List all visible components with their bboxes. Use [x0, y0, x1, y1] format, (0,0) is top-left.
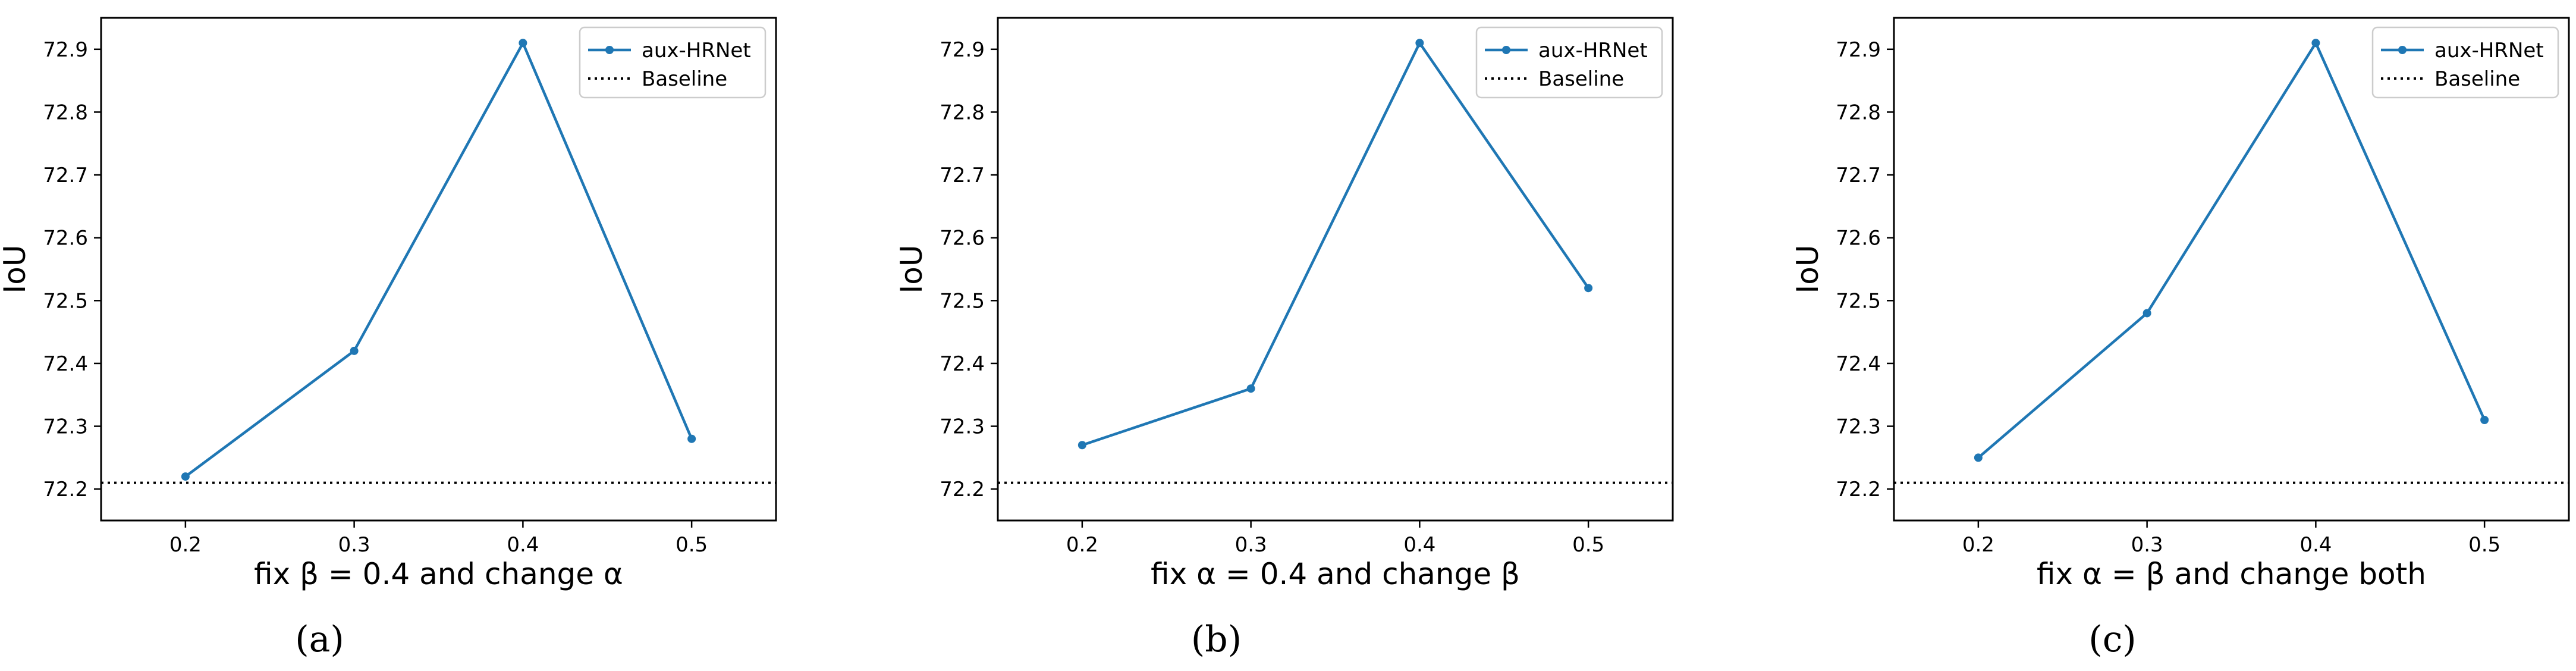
y-tick-label: 72.6 — [940, 227, 985, 250]
y-tick-label: 72.7 — [940, 164, 985, 187]
y-tick-label: 72.2 — [43, 478, 88, 501]
y-tick-label: 72.4 — [43, 352, 88, 376]
y-tick-label: 72.8 — [43, 101, 88, 124]
data-point — [2311, 39, 2320, 48]
x-axis-label: fix β = 0.4 and change α — [254, 557, 623, 591]
x-tick-label: 0.2 — [169, 533, 202, 557]
panel-label: (c) — [2088, 619, 2136, 660]
y-tick-label: 72.2 — [940, 478, 985, 501]
legend-label-baseline: Baseline — [2434, 67, 2520, 91]
y-tick-label: 72.3 — [1836, 415, 1881, 439]
y-tick-label: 72.9 — [940, 38, 985, 62]
legend-box — [579, 26, 766, 99]
y-tick-label: 72.5 — [43, 289, 88, 313]
chart-panel-1: 0.2 0.3 0.4 0.5 72.2 72.3 72.4 72.5 72.6 72.7 72.8… — [0, 17, 777, 660]
series-line-aux-hrnet — [1082, 42, 1589, 447]
data-point — [1974, 453, 1983, 462]
x-tick-label: 0.4 — [2299, 533, 2332, 557]
legend: aux-HRNet Baseline — [1475, 26, 1663, 99]
legend-box — [2371, 26, 2559, 99]
y-tick-label: 72.2 — [1836, 478, 1881, 501]
x-tick-label: 0.3 — [338, 533, 370, 557]
legend: aux-HRNet Baseline — [2371, 26, 2559, 99]
legend-label-baseline: Baseline — [642, 67, 727, 91]
y-tick-label: 72.9 — [1836, 38, 1881, 62]
panel-label: (a) — [295, 619, 344, 660]
y-tick-label: 72.3 — [43, 415, 88, 439]
x-tick-label: 0.3 — [1235, 533, 1267, 557]
x-tick-label: 0.2 — [1962, 533, 1994, 557]
y-axis-label: IoU — [0, 245, 32, 294]
y-tick-label: 72.8 — [940, 101, 985, 124]
legend-label-aux-hrnet: aux-HRNet — [2434, 39, 2544, 62]
series-line-aux-hrnet — [1977, 42, 2486, 459]
y-tick-label: 72.4 — [940, 352, 985, 376]
data-point — [2143, 309, 2151, 318]
legend-marker — [1502, 46, 1510, 54]
x-tick-label: 0.3 — [2131, 533, 2163, 557]
series-line-aux-hrnet — [184, 42, 693, 478]
x-tick-label: 0.5 — [2468, 533, 2500, 557]
y-tick-label: 72.5 — [940, 289, 985, 313]
y-tick-label: 72.8 — [1836, 101, 1881, 124]
y-tick-label: 72.7 — [43, 164, 88, 187]
x-axis-label: fix α = β and change both — [2037, 557, 2426, 591]
y-axis-label: IoU — [1790, 245, 1825, 294]
legend-label-baseline: Baseline — [1538, 67, 1624, 91]
y-tick-label: 72.9 — [43, 38, 88, 62]
x-tick-label: 0.4 — [507, 533, 539, 557]
legend-box — [1475, 26, 1663, 99]
legend-label-aux-hrnet: aux-HRNet — [642, 39, 751, 62]
axes-frame — [997, 17, 1674, 522]
legend-marker — [2398, 46, 2407, 54]
legend-marker — [605, 46, 614, 54]
data-point — [1246, 384, 1255, 393]
data-point — [181, 472, 190, 481]
y-tick-label: 72.6 — [43, 227, 88, 250]
chart-panel-3: 0.2 0.3 0.4 0.5 72.2 72.3 72.4 72.5 72.6 72.7 72.8… — [1790, 17, 2570, 660]
x-tick-label: 0.5 — [676, 533, 708, 557]
data-point — [687, 434, 696, 443]
data-point — [1415, 39, 1424, 48]
x-tick-label: 0.5 — [1572, 533, 1604, 557]
y-tick-label: 72.7 — [1836, 164, 1881, 187]
y-axis-label: IoU — [894, 245, 929, 294]
y-tick-label: 72.3 — [940, 415, 985, 439]
y-tick-label: 72.6 — [1836, 227, 1881, 250]
data-point — [350, 346, 359, 355]
axes-frame — [1893, 17, 2570, 522]
x-tick-label: 0.2 — [1066, 533, 1098, 557]
data-point — [1077, 441, 1086, 450]
y-tick-label: 72.4 — [1836, 352, 1881, 376]
panel-label: (b) — [1191, 619, 1242, 660]
legend: aux-HRNet Baseline — [579, 26, 766, 99]
legend-label-aux-hrnet: aux-HRNet — [1538, 39, 1648, 62]
x-tick-label: 0.4 — [1403, 533, 1435, 557]
x-axis-label: fix α = 0.4 and change β — [1151, 557, 1520, 591]
data-point — [2480, 416, 2489, 424]
axes-frame — [100, 17, 777, 522]
data-point — [1584, 284, 1593, 293]
y-tick-label: 72.5 — [1836, 289, 1881, 313]
data-point — [519, 39, 527, 48]
chart-panel-2: 0.2 0.3 0.4 0.5 72.2 72.3 72.4 72.5 72.6 72.7 72.8… — [894, 17, 1674, 660]
